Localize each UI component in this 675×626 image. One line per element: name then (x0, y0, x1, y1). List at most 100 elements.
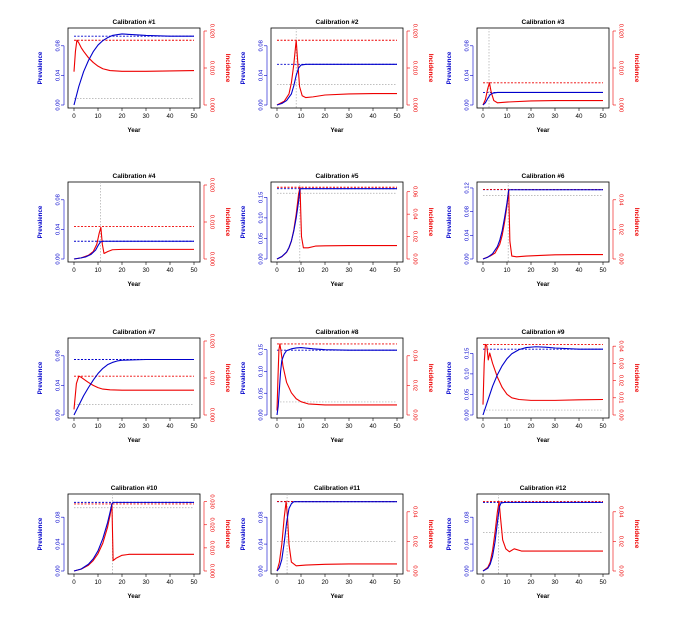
prevalence-series-line (73, 358, 194, 416)
x-tick-label: 10 (298, 423, 305, 430)
x-axis-label: Year (127, 127, 141, 134)
incidence-tick-label: 0.020 (208, 334, 214, 349)
prevalence-axis-label: Prevalence (446, 517, 453, 550)
x-tick-label: 10 (95, 579, 102, 586)
panel-calibration-6: Calibration #6 0 10 20 30 40 50 Year 0.00 0.04 0.0… (446, 173, 640, 288)
x-tick-label: 20 (119, 423, 126, 430)
incidence-axis-label: Incidence (633, 208, 640, 237)
x-tick-label: 20 (322, 113, 329, 120)
x-axis-label: Year (330, 437, 344, 444)
plot-frame (67, 337, 201, 419)
incidence-tick-label: 0.010 (208, 61, 214, 76)
prevalence-tick-label: 0.10 (259, 366, 265, 377)
x-tick-label: 50 (394, 579, 401, 586)
panel-title: Calibration #10 (111, 485, 158, 492)
x-tick-label: 20 (322, 267, 329, 274)
prevalence-tick-label: 0.08 (56, 194, 62, 205)
plot-frame (67, 493, 201, 575)
panel-calibration-12: Calibration #12 0 10 20 30 40 50 Year 0.00 0.04 0.… (446, 485, 640, 600)
prevalence-series-line (276, 346, 397, 416)
x-tick-label: 0 (72, 579, 76, 586)
x-tick-label: 0 (481, 113, 485, 120)
prevalence-tick-label: 0.08 (465, 512, 471, 523)
prevalence-axis-label: Prevalence (37, 361, 44, 394)
panel-title: Calibration #3 (522, 19, 565, 26)
incidence-tick-label: 0.00 (617, 253, 623, 264)
x-tick-label: 40 (576, 579, 583, 586)
incidence-tick-label: 0.00 (617, 565, 623, 576)
x-tick-label: 50 (191, 423, 198, 430)
prevalence-axis-label: Prevalence (37, 205, 44, 238)
x-tick-label: 0 (72, 423, 76, 430)
x-axis-label: Year (127, 281, 141, 288)
x-tick-label: 30 (346, 423, 353, 430)
prevalence-tick-label: 0.10 (259, 212, 265, 223)
panel-calibration-2: Calibration #2 0 10 20 30 40 50 Year 0.00 0.04 0.0… (240, 19, 434, 134)
x-axis-label: Year (127, 593, 141, 600)
prevalence-axis-label: Prevalence (37, 517, 44, 550)
prevalence-axis-label: Prevalence (240, 517, 247, 550)
x-tick-label: 50 (191, 579, 198, 586)
incidence-axis-label: Incidence (224, 520, 231, 549)
x-tick-label: 40 (167, 423, 174, 430)
incidence-axis-label: Incidence (427, 208, 434, 237)
prevalence-tick-label: 0.10 (465, 368, 471, 379)
x-tick-label: 50 (600, 423, 607, 430)
incidence-tick-label: 0.02 (411, 231, 417, 242)
incidence-tick-label: 0.02 (617, 224, 623, 235)
x-tick-label: 0 (275, 579, 279, 586)
prevalence-tick-label: 0.04 (259, 69, 265, 81)
incidence-axis-label: Incidence (427, 520, 434, 549)
x-tick-label: 40 (576, 423, 583, 430)
incidence-axis-label: Incidence (224, 54, 231, 83)
prevalence-series-line (482, 346, 603, 416)
x-tick-label: 20 (119, 113, 126, 120)
incidence-tick-label: 0.00 (617, 409, 623, 420)
panel-calibration-7: Calibration #7 0 10 20 30 40 50 Year 0.00 0.04 0.0… (37, 329, 231, 444)
prevalence-axis-label: Prevalence (240, 51, 247, 84)
panel-title: Calibration #9 (522, 329, 565, 336)
x-tick-label: 50 (394, 267, 401, 274)
plot-frame (67, 181, 201, 263)
x-tick-label: 20 (322, 423, 329, 430)
x-tick-label: 40 (370, 267, 377, 274)
x-tick-label: 30 (143, 113, 150, 120)
prevalence-axis-label: Prevalence (37, 51, 44, 84)
prevalence-series-line (482, 501, 603, 572)
x-tick-label: 30 (552, 423, 559, 430)
prevalence-tick-label: 0.05 (259, 388, 265, 399)
plot-frame (67, 27, 201, 109)
x-tick-label: 10 (95, 423, 102, 430)
x-tick-label: 20 (528, 267, 535, 274)
panel-title: Calibration #8 (316, 329, 359, 336)
x-tick-label: 40 (167, 113, 174, 120)
x-axis-label: Year (536, 281, 550, 288)
x-tick-label: 0 (275, 113, 279, 120)
x-tick-label: 30 (143, 579, 150, 586)
x-tick-label: 50 (394, 113, 401, 120)
x-tick-label: 10 (95, 267, 102, 274)
prevalence-tick-label: 0.00 (56, 409, 62, 420)
x-tick-label: 10 (95, 113, 102, 120)
panel-calibration-9: Calibration #9 0 10 20 30 40 50 Year 0.00 0.05 0.1… (446, 329, 640, 444)
prevalence-tick-label: 0.00 (465, 99, 471, 110)
incidence-series-line (482, 188, 603, 260)
x-tick-label: 40 (576, 267, 583, 274)
prevalence-series-line (482, 91, 603, 106)
incidence-tick-label: 0.00 (411, 253, 417, 264)
x-axis-label: Year (330, 593, 344, 600)
x-tick-label: 50 (600, 267, 607, 274)
prevalence-tick-label: 0.04 (56, 69, 62, 81)
incidence-tick-label: 0.020 (208, 178, 214, 193)
prevalence-tick-label: 0.08 (56, 350, 62, 361)
incidence-axis-label: Incidence (633, 364, 640, 393)
x-tick-label: 30 (346, 113, 353, 120)
plot-frame (476, 493, 610, 575)
incidence-tick-label: 0.030 (208, 494, 214, 509)
x-tick-label: 10 (298, 579, 305, 586)
panel-calibration-10: Calibration #10 0 10 20 30 40 50 Year 0.00 0.04 0.… (37, 485, 231, 600)
incidence-tick-label: 0.00 (411, 565, 417, 576)
panel-calibration-5: Calibration #5 0 10 20 30 40 50 Year 0.00 0.05 0.1… (240, 173, 434, 288)
prevalence-tick-label: 0.05 (465, 389, 471, 400)
panel-calibration-8: Calibration #8 0 10 20 30 40 50 Year 0.00 0.05 0.1… (240, 329, 434, 444)
